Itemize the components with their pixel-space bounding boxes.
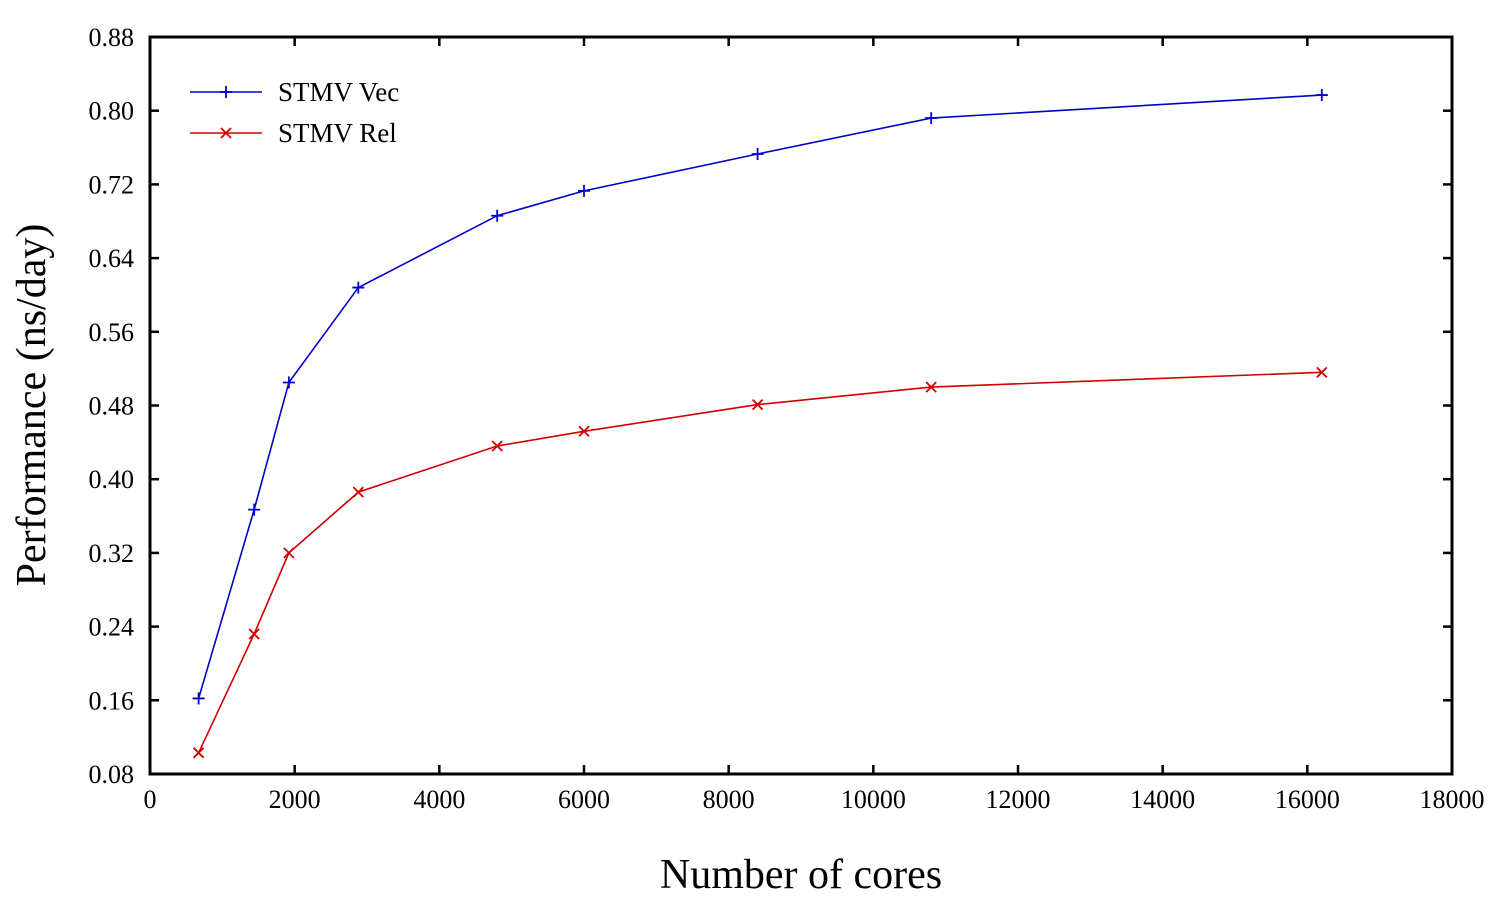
data-point-stmv-vec bbox=[192, 692, 205, 705]
legend-item-stmv-vec: STMV Vec bbox=[190, 77, 399, 107]
data-point-stmv-rel bbox=[578, 425, 590, 437]
x-tick-label: 12000 bbox=[986, 785, 1051, 814]
y-tick-label: 0.56 bbox=[89, 318, 135, 347]
y-tick-label: 0.32 bbox=[89, 539, 135, 568]
x-tick-labels: 0 2000 4000 6000 8000 10000 12000 14000 16000 180… bbox=[144, 785, 1485, 814]
y-tick-labels: 0.08 0.16 0.24 0.32 0.40 0.48 0.56 0.64 0.72 0.80… bbox=[89, 23, 135, 789]
y-tick-label: 0.24 bbox=[89, 613, 135, 642]
data-point-stmv-rel bbox=[248, 628, 260, 640]
y-tick-label: 0.72 bbox=[89, 170, 135, 199]
series-line-stmv-vec bbox=[197, 94, 1322, 699]
x-tick-label: 14000 bbox=[1130, 785, 1195, 814]
data-point-stmv-rel bbox=[925, 381, 937, 393]
x-tick-label: 6000 bbox=[558, 785, 610, 814]
y-tick-label: 0.64 bbox=[89, 244, 135, 273]
data-point-stmv-rel bbox=[192, 747, 205, 759]
data-point-stmv-rel bbox=[751, 398, 764, 411]
x-tick-label: 16000 bbox=[1275, 785, 1340, 814]
data-point-stmv-vec bbox=[282, 376, 295, 389]
plot-frame bbox=[148, 35, 1454, 776]
data-point-stmv-rel bbox=[352, 486, 364, 498]
x-tick-label: 18000 bbox=[1420, 785, 1485, 814]
x-tick-label: 8000 bbox=[703, 785, 755, 814]
data-point-stmv-vec bbox=[1315, 89, 1328, 102]
series-stmv-rel bbox=[192, 366, 1328, 759]
data-point-stmv-vec bbox=[751, 147, 764, 160]
data-point-stmv-vec bbox=[925, 112, 938, 125]
legend-item-stmv-rel: STMV Rel bbox=[190, 118, 397, 148]
x-tick-label: 2000 bbox=[269, 785, 321, 814]
y-tick-label: 0.48 bbox=[89, 392, 135, 421]
x-tick-label: 0 bbox=[144, 785, 157, 814]
series-layer bbox=[192, 89, 1328, 759]
data-point-stmv-rel bbox=[283, 547, 295, 559]
y-axis-title: Performance (ns/day) bbox=[9, 224, 55, 587]
data-point-stmv-vec bbox=[491, 209, 504, 222]
y-tick-label: 0.16 bbox=[89, 686, 135, 715]
x-axis-title: Number of cores bbox=[660, 852, 942, 898]
legend-label-stmv-vec: STMV Vec bbox=[278, 77, 399, 107]
y-tick-label: 0.80 bbox=[89, 97, 135, 126]
x-tick-label: 4000 bbox=[413, 785, 465, 814]
x-tick-label: 10000 bbox=[841, 785, 906, 814]
legend-marker-stmv-vec bbox=[220, 86, 232, 98]
y-tick-label: 0.40 bbox=[89, 465, 135, 494]
data-point-stmv-vec bbox=[352, 281, 365, 294]
data-point-stmv-rel bbox=[1316, 366, 1328, 378]
data-point-stmv-vec bbox=[578, 184, 590, 197]
series-line-stmv-rel bbox=[197, 371, 1322, 754]
series-stmv-vec bbox=[192, 89, 1328, 705]
y-tick-label: 0.88 bbox=[89, 23, 135, 52]
data-point-stmv-rel bbox=[491, 440, 503, 452]
legend-label-stmv-rel: STMV Rel bbox=[278, 118, 397, 148]
data-point-stmv-vec bbox=[248, 503, 261, 516]
legend: STMV Vec STMV Rel bbox=[190, 77, 399, 148]
y-tick-label: 0.08 bbox=[89, 760, 135, 789]
legend-marker-stmv-rel bbox=[220, 127, 232, 139]
